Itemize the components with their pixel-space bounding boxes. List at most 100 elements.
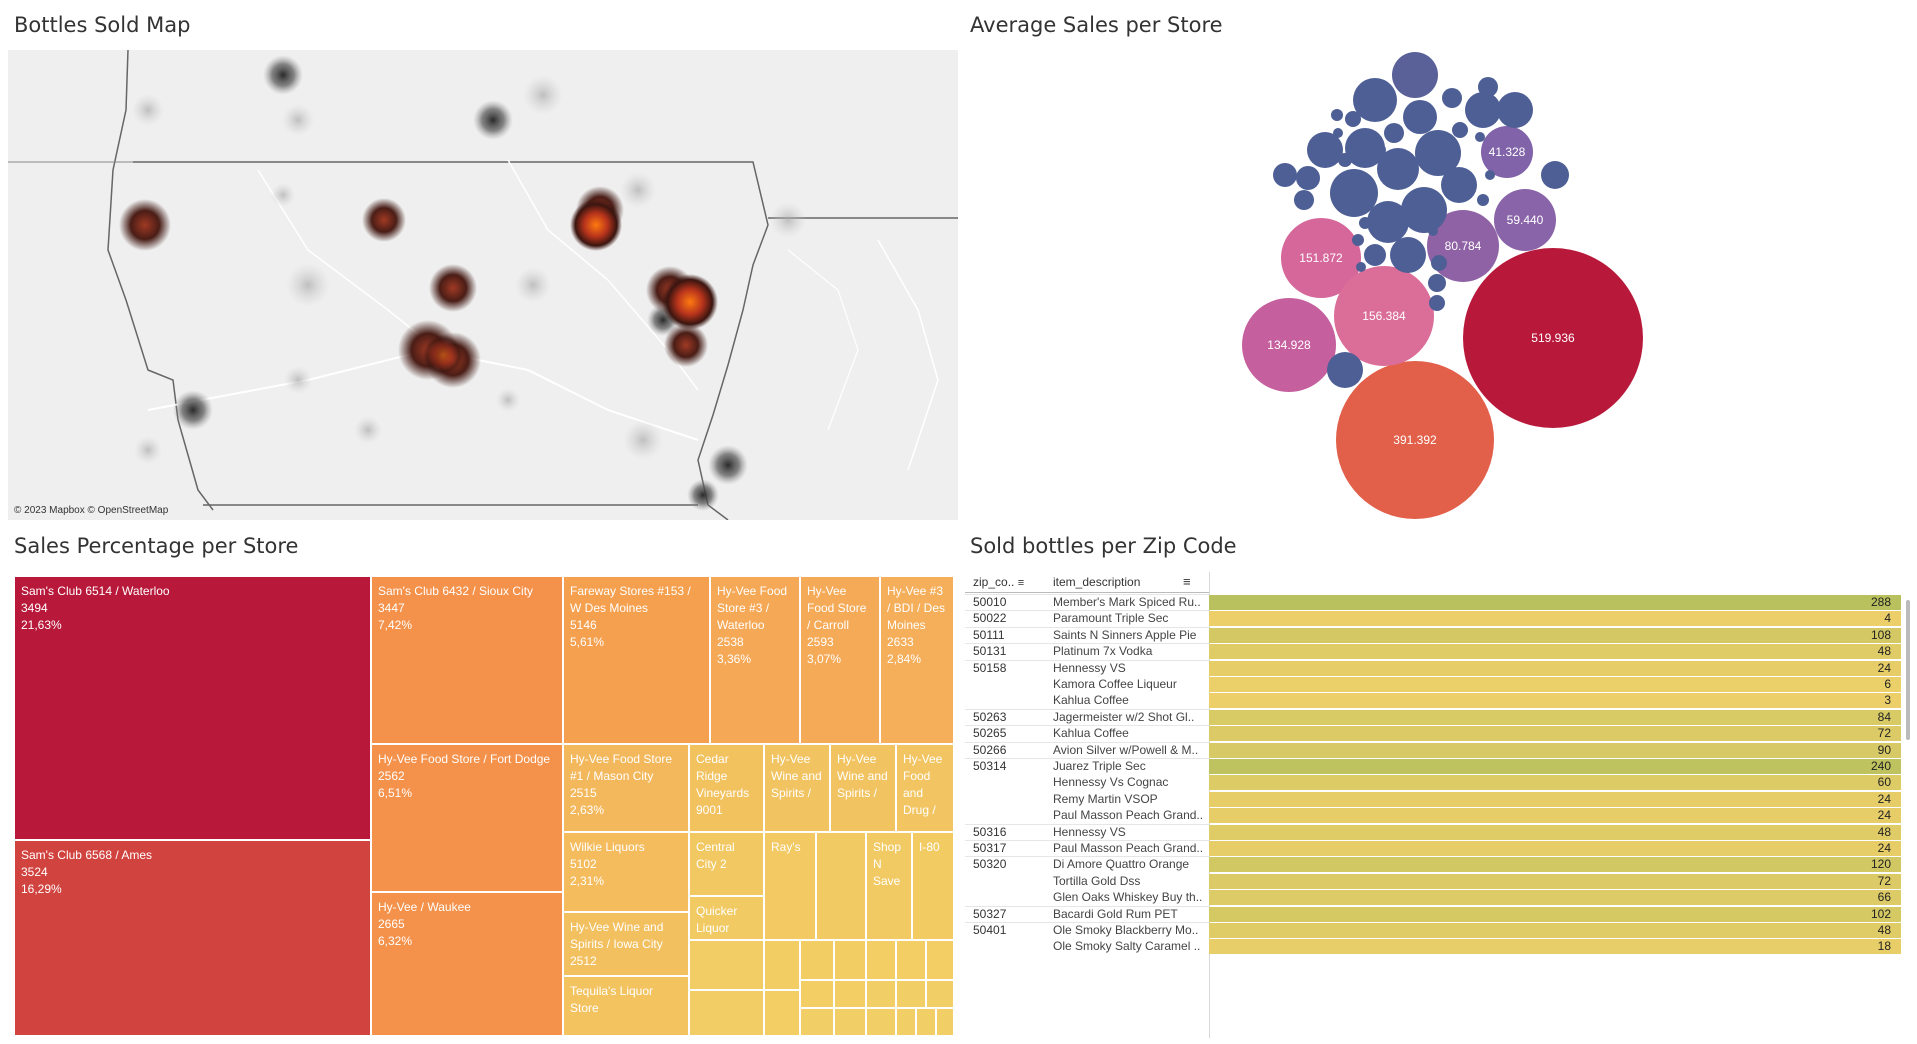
bubble bbox=[1442, 88, 1462, 108]
bubbles-title: Average Sales per Store bbox=[970, 13, 1223, 37]
bottle-count: 84 bbox=[1877, 709, 1891, 724]
bubble bbox=[1345, 111, 1361, 127]
bottle-count: 24 bbox=[1877, 808, 1891, 823]
treemap-cell[interactable] bbox=[764, 990, 800, 1036]
sort-descending-icon[interactable]: ≡ bbox=[1183, 574, 1191, 589]
treemap-cell[interactable]: I-80 bbox=[912, 832, 954, 940]
treemap-cell[interactable] bbox=[896, 1008, 916, 1036]
table-row[interactable]: 50317 Paul Masson Peach Grand.. 24 bbox=[965, 840, 1908, 860]
treemap-cell[interactable] bbox=[866, 980, 896, 1008]
treemap-cell[interactable] bbox=[816, 832, 866, 940]
table-row[interactable]: Paul Masson Peach Grand.. 24 bbox=[965, 807, 1908, 827]
table-row[interactable]: Ole Smoky Salty Caramel .. 18 bbox=[965, 938, 1908, 958]
table-row[interactable]: Hennessy Vs Cognac 60 bbox=[965, 774, 1908, 794]
average-sales-bubble-chart[interactable]: 41.328 59.440 80.784 151.872 156.384 134… bbox=[1220, 45, 1680, 525]
zip-code: 50158 bbox=[973, 660, 1007, 675]
treemap-cell[interactable]: Sam's Club 6514 / Waterloo 3494 21,63% bbox=[14, 576, 371, 840]
treemap-cell[interactable]: Hy-Vee Wine and Spirits / bbox=[764, 744, 830, 832]
river bbox=[787, 249, 859, 431]
table-row[interactable]: 50263 Jagermeister w/2 Shot Gl.. 84 bbox=[965, 708, 1908, 729]
treemap-cell[interactable] bbox=[689, 990, 764, 1036]
table-row[interactable]: 50266 Avion Silver w/Powell & M.. 90 bbox=[965, 741, 1908, 762]
treemap-cell[interactable] bbox=[926, 980, 954, 1008]
table-row[interactable]: 50316 Hennessy VS 48 bbox=[965, 823, 1908, 844]
value-bar: 48 bbox=[1209, 824, 1901, 840]
treemap-cell[interactable]: Tequila's Liquor Store bbox=[563, 976, 689, 1036]
treemap-cell[interactable] bbox=[916, 1008, 936, 1036]
bottle-count: 24 bbox=[1877, 791, 1891, 806]
sort-icon[interactable]: ≡ bbox=[1017, 577, 1025, 589]
table-row[interactable]: 50314 Juarez Triple Sec 240 bbox=[965, 758, 1908, 778]
item-description: Remy Martin VSOP bbox=[1053, 791, 1158, 806]
bubble bbox=[1465, 92, 1501, 128]
treemap-cell[interactable]: Hy-Vee Food Store #1 / Mason City 2515 2,6… bbox=[563, 744, 689, 832]
map-attribution[interactable]: © 2023 Mapbox © OpenStreetMap bbox=[14, 505, 169, 516]
treemap-cell[interactable] bbox=[800, 980, 834, 1008]
treemap-cell[interactable]: Ray's bbox=[764, 832, 816, 940]
treemap-cell[interactable] bbox=[866, 1008, 896, 1036]
row-divider bbox=[965, 905, 1209, 907]
sales-percentage-treemap[interactable]: Sam's Club 6514 / Waterloo 3494 21,63% Sam… bbox=[14, 576, 954, 1036]
treemap-cell[interactable]: Wilkie Liquors 5102 2,31% bbox=[563, 832, 689, 912]
row-divider bbox=[965, 823, 1209, 825]
treemap-cell[interactable] bbox=[896, 940, 926, 980]
treemap-cell[interactable]: Hy-Vee Food and Drug / bbox=[896, 744, 954, 832]
value-bar: 6 bbox=[1209, 677, 1901, 692]
table-row[interactable]: Remy Martin VSOP 24 bbox=[965, 791, 1908, 811]
table-row[interactable]: 50320 Di Amore Quattro Orange 120 bbox=[965, 856, 1908, 876]
zip-code: 50131 bbox=[973, 644, 1007, 659]
treemap-cell[interactable]: Central City 2 bbox=[689, 832, 764, 896]
table-row[interactable]: Glen Oaks Whiskey Buy th.. 66 bbox=[965, 889, 1908, 909]
zip-code: 50265 bbox=[973, 726, 1007, 741]
treemap-cell[interactable] bbox=[800, 940, 834, 980]
treemap-cell[interactable] bbox=[866, 940, 896, 980]
table-row[interactable]: 50158 Hennessy VS 24 bbox=[965, 659, 1908, 680]
table-row[interactable]: 50111 Saints N Sinners Apple Pie 108 bbox=[965, 626, 1908, 647]
treemap-cell[interactable] bbox=[764, 940, 800, 990]
treemap-cell[interactable]: Fareway Stores #153 / W Des Moines 5146 5,… bbox=[563, 576, 710, 744]
table-row[interactable]: 50265 Kahlua Coffee 72 bbox=[965, 725, 1908, 745]
table-row[interactable]: 50401 Ole Smoky Blackberry Mo.. 48 bbox=[965, 922, 1908, 942]
sold-bottles-table[interactable]: zip_co.. ≡ item_description ≡ 50010 Membe… bbox=[965, 572, 1910, 1038]
map-title: Bottles Sold Map bbox=[14, 13, 191, 37]
treemap-cell[interactable] bbox=[689, 940, 764, 990]
table-scrollbar[interactable] bbox=[1906, 600, 1910, 740]
column-header-zip[interactable]: zip_co.. ≡ bbox=[973, 575, 1025, 589]
row-divider bbox=[965, 741, 1209, 743]
bubble bbox=[1431, 255, 1447, 271]
treemap-cell[interactable]: Hy-Vee #3 / BDI / Des Moines 2633 2,84% bbox=[880, 576, 954, 744]
treemap-cell[interactable]: Sam's Club 6568 / Ames 3524 16,29% bbox=[14, 840, 371, 1036]
table-row[interactable]: 50131 Platinum 7x Vodka 48 bbox=[965, 643, 1908, 663]
treemap-cell[interactable] bbox=[936, 1008, 954, 1036]
bottles-sold-map[interactable]: © 2023 Mapbox © OpenStreetMap bbox=[8, 50, 958, 520]
row-divider bbox=[965, 840, 1209, 841]
treemap-cell[interactable]: Hy-Vee Food Store / Fort Dodge 2562 6,51% bbox=[371, 744, 563, 892]
table-row[interactable]: Kamora Coffee Liqueur 6 bbox=[965, 676, 1908, 696]
item-description: Bacardi Gold Rum PET bbox=[1053, 906, 1178, 921]
zip-code: 50314 bbox=[973, 759, 1007, 773]
treemap-cell[interactable] bbox=[834, 940, 866, 980]
treemap-cell[interactable]: Quicker Liquor bbox=[689, 896, 764, 940]
column-header-item[interactable]: item_description bbox=[1053, 575, 1141, 589]
zip-code: 50263 bbox=[973, 709, 1007, 724]
treemap-cell[interactable]: Sam's Club 6432 / Sioux City 3447 7,42% bbox=[371, 576, 563, 744]
treemap-cell[interactable] bbox=[926, 940, 954, 980]
treemap-cell[interactable] bbox=[800, 1008, 834, 1036]
table-row[interactable]: 50010 Member's Mark Spiced Ru.. 288 bbox=[965, 594, 1908, 614]
table-row[interactable]: 50022 Paramount Triple Sec 4 bbox=[965, 610, 1908, 630]
table-row[interactable]: 50327 Bacardi Gold Rum PET 102 bbox=[965, 905, 1908, 926]
treemap-cell[interactable]: Hy-Vee Food Store #3 / Waterloo 2538 3,36% bbox=[710, 576, 800, 744]
treemap-cell[interactable]: Hy-Vee Food Store / Carroll 2593 3,07% bbox=[800, 576, 880, 744]
treemap-cell[interactable]: Hy-Vee Wine and Spirits / Iowa City 2512 bbox=[563, 912, 689, 976]
treemap-cell[interactable]: Cedar Ridge Vineyards 9001 bbox=[689, 744, 764, 832]
treemap-cell[interactable] bbox=[834, 980, 866, 1008]
treemap-cell[interactable]: Hy-Vee / Waukee 2665 6,32% bbox=[371, 892, 563, 1036]
treemap-cell[interactable] bbox=[896, 980, 926, 1008]
bubble bbox=[1415, 130, 1461, 176]
table-row[interactable]: Tortilla Gold Dss 72 bbox=[965, 873, 1908, 893]
treemap-cell[interactable] bbox=[834, 1008, 866, 1036]
table-row[interactable]: Kahlua Coffee 3 bbox=[965, 692, 1908, 712]
treemap-cell[interactable]: Shop N Save bbox=[866, 832, 912, 940]
treemap-cell[interactable]: Hy-Vee Wine and Spirits / bbox=[830, 744, 896, 832]
value-bar: 24 bbox=[1209, 808, 1901, 824]
